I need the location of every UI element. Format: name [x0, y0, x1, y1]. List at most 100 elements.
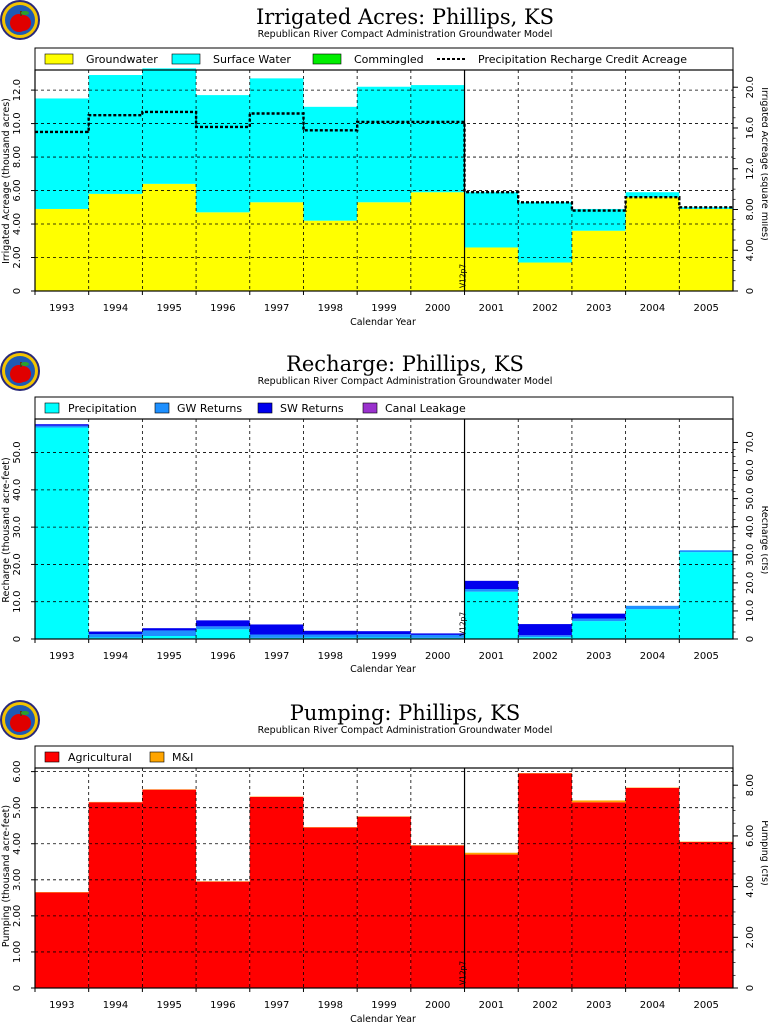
y-tick-label: 50.0 — [12, 441, 23, 463]
y-tick-label: 4.00 — [12, 833, 23, 855]
legend-swatch-gw-returns — [154, 402, 170, 414]
bar-surface-water-1997 — [249, 78, 304, 203]
x-tick-label: 1996 — [210, 303, 235, 314]
bar-gw-returns-2001 — [464, 589, 519, 592]
legend-swatch-sw-returns — [257, 402, 273, 414]
y-axis-label: Pumping (thousand acre-feet) — [1, 805, 12, 947]
x-tick-label: 1997 — [264, 303, 289, 314]
bar-surface-water-2003 — [571, 208, 626, 231]
x-tick-label: 1999 — [371, 1000, 396, 1011]
y2-tick-label: 20.0 — [745, 76, 756, 98]
legend-swatch-precipitation — [44, 402, 60, 414]
x-tick-label: 2001 — [479, 651, 504, 662]
y-tick-label: 3.00 — [12, 869, 23, 891]
x-axis-label: Calendar Year — [350, 1014, 416, 1024]
legend-label-commingled: Commingled — [354, 53, 424, 66]
bar-agricultural-2002 — [518, 773, 572, 988]
legend-label-precipitation-credit: Precipitation Recharge Credit Acreage — [478, 53, 687, 66]
legend-label-sw-returns: SW Returns — [280, 402, 344, 415]
bar-precipitation-2005 — [679, 552, 733, 639]
model-divider-label: V12p7 — [459, 264, 468, 288]
x-tick-label: 2005 — [693, 303, 718, 314]
bar-sw-returns-2003 — [571, 613, 626, 619]
bar-precipitation-2004 — [625, 609, 680, 639]
bar-sw-returns-1995 — [142, 628, 197, 631]
x-tick-label: 2002 — [532, 651, 557, 662]
legend-label-groundwater: Groundwater — [86, 53, 158, 66]
bar-agricultural-1997 — [249, 796, 304, 988]
y-tick-label: 4.00 — [12, 213, 23, 235]
bar-agricultural-1996 — [196, 881, 250, 988]
bar-m-i-2001 — [464, 852, 519, 855]
chart-subtitle: Republican River Compact Administration … — [258, 376, 553, 387]
apple-logo — [0, 351, 40, 391]
y-tick-label: 2.00 — [12, 905, 23, 927]
panel-pumping: Pumping: Phillips, KS Republican River C… — [0, 700, 768, 1024]
y2-axis-label: Recharge (cfs) — [759, 506, 768, 575]
y2-tick-label: 0 — [745, 636, 756, 642]
y-tick-label: 0 — [12, 636, 23, 642]
y2-tick-label: 0 — [745, 288, 756, 294]
bar-gw-returns-2003 — [571, 618, 626, 622]
x-tick-label: 2005 — [693, 651, 718, 662]
x-tick-label: 1997 — [264, 651, 289, 662]
y-tick-label: 10.0 — [12, 591, 23, 613]
x-tick-label: 2001 — [479, 303, 504, 314]
bar-sw-returns-1999 — [357, 631, 411, 635]
x-tick-label: 1994 — [103, 1000, 128, 1011]
bar-agricultural-2005 — [679, 841, 733, 988]
legend-label-gw-returns: GW Returns — [177, 402, 242, 415]
y-tick-label: 40.0 — [12, 479, 23, 501]
bar-agricultural-2004 — [625, 787, 680, 988]
bar-precipitation-2002 — [518, 637, 572, 639]
legend-swatch-surface-water — [171, 53, 201, 65]
y2-tick-label: 8.00 — [745, 774, 756, 796]
y-tick-label: 8.00 — [12, 146, 23, 168]
bar-gw-returns-1996 — [196, 626, 250, 630]
bar-surface-water-1993 — [35, 98, 89, 209]
bar-groundwater-1995 — [142, 183, 197, 291]
model-divider-label: V12p7 — [459, 612, 468, 636]
x-tick-label: 2003 — [586, 651, 611, 662]
y-tick-label: 1.00 — [12, 941, 23, 963]
y-tick-label: 6.00 — [12, 179, 23, 201]
legend: Precipitation GW Returns SW Returns Cana… — [34, 396, 734, 420]
bar-surface-water-1995 — [142, 68, 197, 184]
y-tick-label: 30.0 — [12, 516, 23, 538]
line-precipitation-recharge-credit — [35, 110, 733, 212]
bar-gw-returns-1999 — [357, 634, 411, 638]
x-tick-label: 2000 — [425, 303, 450, 314]
bar-surface-water-2000 — [410, 85, 465, 193]
legend-swatch-commingled — [312, 53, 342, 65]
bar-groundwater-1997 — [249, 202, 304, 291]
x-tick-label: 1998 — [318, 651, 343, 662]
plot-area: 0 10.0 20.0 30.0 40.0 50.0 0 10.0 20.0 30.0 40.0 50… — [12, 418, 756, 662]
bar-sw-returns-1997 — [249, 624, 304, 635]
y2-axis-label: Pumping (cfs) — [759, 820, 768, 886]
bar-agricultural-1999 — [357, 816, 411, 988]
bar-precipitation-1994 — [88, 637, 143, 639]
x-tick-label: 1994 — [103, 651, 128, 662]
bar-surface-water-2004 — [625, 192, 680, 198]
model-divider-label: V12p7 — [459, 961, 468, 985]
y2-tick-label: 4.00 — [745, 875, 756, 897]
chart-title: Recharge: Phillips, KS — [286, 352, 524, 376]
y2-tick-label: 10.0 — [745, 600, 756, 622]
x-tick-label: 1995 — [156, 1000, 181, 1011]
y-tick-label: 5.00 — [12, 797, 23, 819]
x-tick-label: 1993 — [49, 303, 74, 314]
y-tick-label: 0 — [12, 288, 23, 294]
bar-surface-water-2002 — [518, 202, 572, 263]
bar-sw-returns-1994 — [88, 631, 143, 635]
bar-groundwater-2000 — [410, 192, 465, 291]
plot-frame — [34, 418, 734, 640]
y2-tick-label: 2.00 — [745, 926, 756, 948]
bar-agricultural-2001 — [464, 854, 519, 988]
bar-groundwater-1993 — [35, 208, 89, 291]
y2-tick-label: 60.0 — [745, 459, 756, 481]
bar-groundwater-2004 — [625, 197, 680, 291]
chart-subtitle: Republican River Compact Administration … — [258, 725, 553, 736]
x-axis-label: Calendar Year — [350, 317, 416, 328]
bar-precipitation-1993 — [35, 427, 89, 639]
bar-groundwater-2003 — [571, 230, 626, 291]
